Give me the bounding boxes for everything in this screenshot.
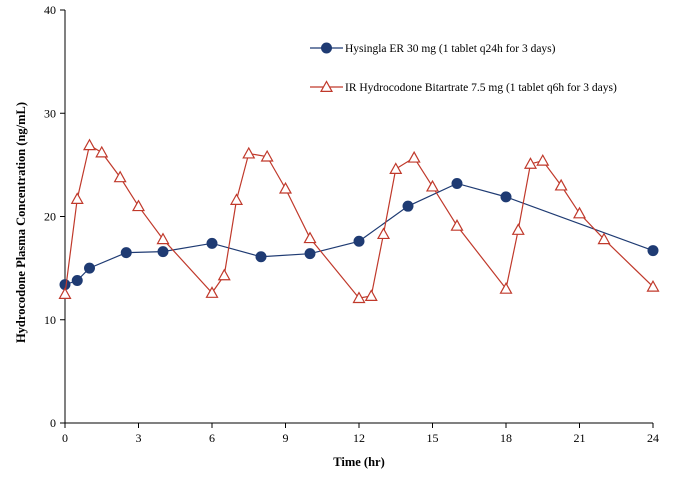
series-1-point bbox=[113, 170, 127, 183]
series-0-point bbox=[157, 246, 169, 258]
series-0-point bbox=[353, 235, 365, 247]
series-1-point bbox=[278, 181, 293, 194]
x-tick-label: 9 bbox=[283, 431, 289, 445]
legend: Hysingla ER 30 mg (1 tablet q24h for 3 d… bbox=[310, 42, 617, 94]
series-0-point bbox=[120, 247, 132, 259]
series-1-point bbox=[364, 289, 378, 302]
series-1-point bbox=[511, 223, 525, 235]
series-0-point bbox=[500, 191, 512, 203]
series-1 bbox=[58, 138, 660, 304]
series-1-point bbox=[82, 138, 97, 151]
series-0-line bbox=[64, 182, 654, 286]
x-tick-label: 3 bbox=[136, 431, 142, 445]
y-axis-title: Hydrocodone Plasma Concentration (ng/mL) bbox=[14, 102, 28, 343]
series-0-point bbox=[255, 251, 267, 263]
series-1-point bbox=[425, 179, 440, 192]
series-1-point bbox=[597, 232, 611, 245]
series-1-point bbox=[407, 150, 421, 163]
series-1-point bbox=[205, 286, 219, 298]
series-1-point bbox=[217, 268, 231, 281]
series-1-point bbox=[523, 157, 538, 169]
x-tick-label: 12 bbox=[353, 431, 365, 445]
y-tick-label: 10 bbox=[44, 313, 56, 327]
series-0-point bbox=[304, 248, 316, 260]
series-1-point bbox=[303, 231, 317, 244]
series-1-line bbox=[64, 144, 654, 299]
legend-0-marker bbox=[321, 42, 332, 54]
series-0-point bbox=[451, 177, 463, 189]
series-0-point bbox=[402, 200, 414, 212]
y-tick-label: 30 bbox=[44, 106, 56, 120]
series-1-point bbox=[450, 219, 464, 231]
x-tick-label: 24 bbox=[647, 431, 659, 445]
series-1-point bbox=[131, 199, 146, 212]
x-tick-label: 6 bbox=[209, 431, 215, 445]
series-1-point bbox=[554, 178, 568, 191]
x-axis-title: Time (hr) bbox=[333, 455, 385, 469]
series-1-point bbox=[499, 282, 513, 294]
series-1-point bbox=[260, 149, 274, 162]
series-1-point bbox=[242, 146, 256, 159]
y-tick-label: 20 bbox=[44, 210, 56, 224]
x-tick-label: 15 bbox=[427, 431, 439, 445]
series-1-point bbox=[70, 192, 84, 204]
series-1-point bbox=[646, 279, 660, 292]
x-tick-label: 21 bbox=[574, 431, 586, 445]
series-1-point bbox=[95, 145, 109, 158]
legend-0-label: Hysingla ER 30 mg (1 tablet q24h for 3 d… bbox=[345, 43, 556, 55]
series-0-point bbox=[71, 275, 83, 287]
x-tick-label: 18 bbox=[500, 431, 512, 445]
series-1-point bbox=[389, 162, 403, 175]
legend-1-label: IR Hydrocodone Bitartrate 7.5 mg (1 tabl… bbox=[345, 82, 617, 94]
legend-1-marker bbox=[319, 80, 334, 93]
y-tick-label: 0 bbox=[50, 416, 56, 430]
y-tick-label: 40 bbox=[44, 3, 56, 17]
series-layer bbox=[58, 138, 660, 304]
series-1-point bbox=[156, 232, 170, 245]
series-1-point bbox=[572, 206, 587, 219]
series-1-point bbox=[352, 291, 366, 304]
series-1-point bbox=[536, 154, 550, 166]
series-1-point bbox=[229, 193, 244, 205]
series-0-point bbox=[647, 245, 659, 257]
series-1-point bbox=[376, 227, 391, 240]
x-tick-label: 0 bbox=[62, 431, 68, 445]
series-1-point bbox=[58, 287, 72, 299]
axes: 0 10 20 30 40 0 3 6 9 12 15 18 21 24 bbox=[44, 3, 659, 445]
series-0-point bbox=[206, 237, 218, 249]
series-0 bbox=[59, 177, 659, 291]
series-0-point bbox=[84, 262, 95, 274]
